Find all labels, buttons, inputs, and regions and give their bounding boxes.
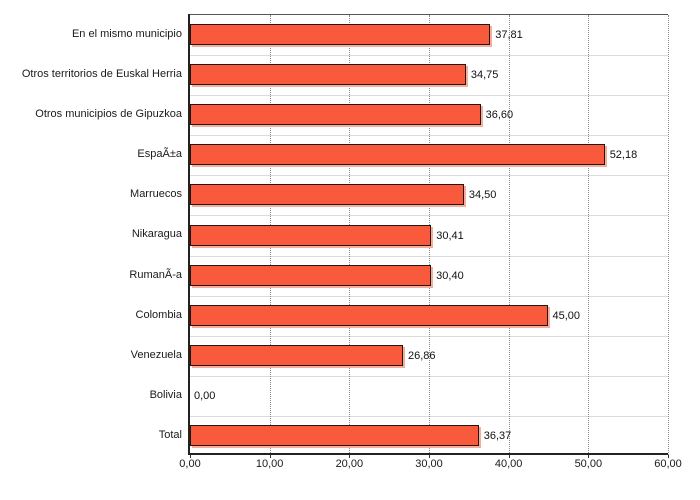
x-tick-label: 20,00 [335,458,364,470]
bar [190,224,432,246]
category-label: Marruecos [130,188,182,201]
gridline [668,15,669,455]
bar-value-label: 30,40 [436,269,464,282]
bar [190,64,466,86]
x-tick-mark [349,455,351,458]
category-label: RumanÃ-a [129,268,182,281]
bar-value-label: 45,00 [552,309,581,322]
category-label: Nikaragua [131,228,182,241]
x-tick-label: 50,00 [574,458,603,470]
x-axis-line [188,453,668,455]
x-tick-label: 10,00 [255,458,284,470]
bar [190,424,479,446]
x-tick-label: 30,00 [415,458,443,470]
x-tick-mark [429,455,430,458]
gridline [588,15,590,455]
bar-value-label: 30,41 [436,229,464,242]
bar [190,24,491,46]
plot-area: 37,81 34,75 36,60 52,18 34,50 30,41 30,40 45,00… [190,14,669,455]
x-tick-mark [668,455,669,458]
gridline [508,15,510,455]
x-tick-label: 40,00 [494,458,523,470]
x-tick-mark [588,455,590,458]
category-label: Bolivia [149,388,182,401]
bar-value-label: 26,86 [407,349,436,362]
bar [190,304,548,326]
category-label: Venezuela [130,348,182,361]
bar [190,184,464,206]
x-tick-mark [269,455,271,458]
category-label: Total [158,428,182,441]
bar [190,344,403,366]
y-axis-line [188,14,190,455]
bar-value-label: 37,81 [495,29,523,42]
x-tick-label: 0,00 [179,458,201,470]
bar-value-label: 0,00 [194,389,216,402]
bar-value-label: 36,37 [483,429,512,442]
category-label: Otros municipios de Gipuzkoa [35,108,182,121]
x-tick-label: 60,00 [654,458,682,470]
bar [190,104,481,126]
bar-value-label: 34,50 [468,189,497,202]
x-tick-mark [508,455,510,458]
bar-value-label: 36,60 [485,109,514,122]
category-label: EspaÃ±a [137,148,182,161]
bar-value-label: 34,75 [470,69,499,82]
bar [190,144,605,166]
bar-value-label: 52,18 [609,149,638,162]
bar [190,264,432,286]
category-label: Otros territorios de Euskal Herria [21,68,182,81]
category-label: En el mismo municipio [71,28,182,40]
x-tick-mark [190,455,191,458]
category-label: Colombia [135,308,182,321]
